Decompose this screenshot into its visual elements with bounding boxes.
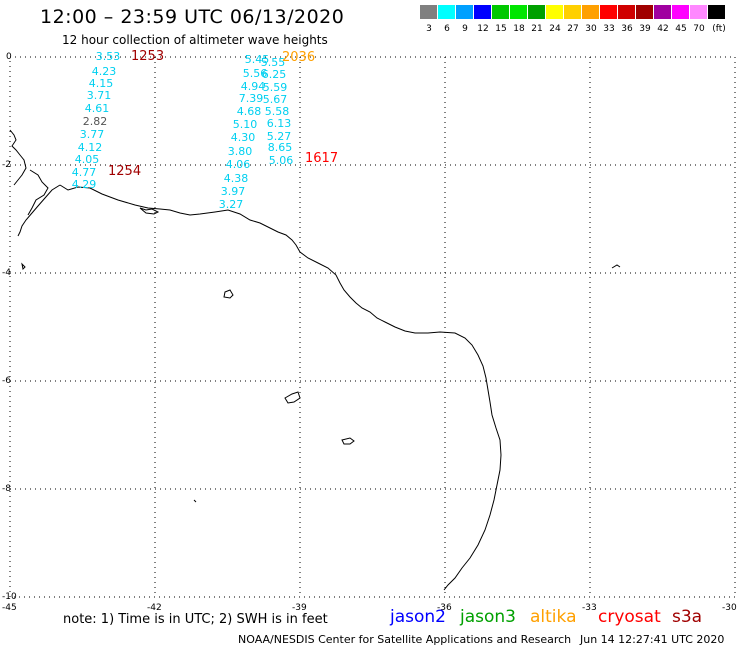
map-frame bbox=[9, 56, 736, 598]
wave-height-value: 4.38 bbox=[223, 172, 249, 185]
legend-swatch bbox=[618, 5, 635, 19]
legend-label: 6 bbox=[444, 24, 450, 34]
legend-swatch bbox=[510, 5, 527, 19]
wave-height-value: 5.55 bbox=[260, 56, 286, 69]
wave-height-value: 3.80 bbox=[227, 145, 253, 158]
generated-timestamp: Jun 14 12:27:41 UTC 2020 bbox=[580, 633, 725, 646]
legend-label: 36 bbox=[621, 24, 633, 34]
lon-label: -36 bbox=[437, 603, 452, 613]
wave-height-value: 4.30 bbox=[230, 131, 256, 144]
satellite-label: altika bbox=[530, 607, 577, 627]
wave-height-value: 8.65 bbox=[267, 141, 293, 154]
wave-height-value: 4.61 bbox=[84, 102, 110, 115]
lat-label: -8 bbox=[2, 484, 11, 494]
pass-time-label: 1617 bbox=[305, 151, 339, 166]
legend-label: 15 bbox=[495, 24, 507, 34]
wave-height-value: 5.06 bbox=[268, 154, 294, 167]
map-title: 12:00 – 23:59 UTC 06/13/2020 bbox=[40, 6, 345, 28]
lon-gridlines bbox=[154, 57, 591, 597]
legend-swatch bbox=[600, 5, 617, 19]
wave-height-value: 6.13 bbox=[266, 117, 292, 130]
satellite-label: jason2 bbox=[390, 607, 446, 627]
legend-swatch bbox=[546, 5, 563, 19]
legend-swatch bbox=[474, 5, 491, 19]
lon-label: -30 bbox=[722, 603, 737, 613]
wave-height-value: 4.06 bbox=[225, 158, 251, 171]
wave-height-value: 5.59 bbox=[262, 81, 288, 94]
lat-label: -10 bbox=[2, 592, 17, 602]
legend-label: 42 bbox=[657, 24, 669, 34]
legend-swatch bbox=[672, 5, 689, 19]
legend-label: 30 bbox=[585, 24, 597, 34]
lon-label: -33 bbox=[582, 603, 597, 613]
coastline bbox=[9, 129, 621, 591]
legend-label: 45 bbox=[675, 24, 687, 34]
legend-label: 70 bbox=[693, 24, 705, 34]
wave-height-value: 3.27 bbox=[218, 198, 244, 211]
wave-height-value: 3.77 bbox=[79, 128, 105, 141]
lat-label: -4 bbox=[2, 268, 11, 278]
legend-label: 12 bbox=[477, 24, 489, 34]
footnote: note: 1) Time is in UTC; 2) SWH is in fe… bbox=[63, 612, 328, 627]
legend-label: 3 bbox=[426, 24, 432, 34]
lat-label: 0 bbox=[6, 52, 12, 62]
wave-height-value: 4.23 bbox=[91, 65, 117, 78]
satellite-label: cryosat bbox=[598, 607, 661, 627]
legend-swatch bbox=[582, 5, 599, 19]
legend-label: 27 bbox=[567, 24, 579, 34]
wave-height-value: 5.56 bbox=[242, 67, 268, 80]
legend-swatch bbox=[528, 5, 545, 19]
legend-swatch bbox=[420, 5, 437, 19]
wave-height-value: 4.94 bbox=[240, 80, 266, 93]
wave-height-value: 4.77 bbox=[71, 166, 97, 179]
legend-swatch bbox=[492, 5, 509, 19]
lat-label: -6 bbox=[2, 376, 11, 386]
wave-height-value: 4.05 bbox=[74, 153, 100, 166]
legend-swatch bbox=[690, 5, 707, 19]
wave-height-value: 7.39 bbox=[238, 92, 264, 105]
wave-height-value: 5.45 bbox=[244, 53, 270, 66]
legend-label: 39 bbox=[639, 24, 651, 34]
legend-label: 21 bbox=[531, 24, 543, 34]
pass-time-label: 1253 bbox=[131, 49, 165, 64]
legend-swatch bbox=[438, 5, 455, 19]
wave-height-value: 3.53 bbox=[95, 50, 121, 63]
legend-swatch bbox=[654, 5, 671, 19]
legend-label: 33 bbox=[603, 24, 615, 34]
legend-swatch bbox=[636, 5, 653, 19]
lat-gridlines bbox=[10, 56, 735, 490]
wave-height-value: 4.29 bbox=[71, 178, 97, 191]
wave-height-value: 3.71 bbox=[86, 89, 112, 102]
wave-height-value: 6.25 bbox=[261, 68, 287, 81]
lon-label: -39 bbox=[292, 603, 307, 613]
legend-swatch bbox=[708, 5, 725, 19]
wave-height-value: 4.68 bbox=[236, 105, 262, 118]
wave-height-value: 4.12 bbox=[77, 141, 103, 154]
pass-time-label: 2036 bbox=[282, 50, 316, 65]
satellite-label: s3a bbox=[672, 607, 703, 627]
legend-swatch bbox=[564, 5, 581, 19]
legend-label: 18 bbox=[513, 24, 525, 34]
map-subtitle: 12 hour collection of altimeter wave hei… bbox=[62, 33, 328, 47]
lat-label: -2 bbox=[2, 160, 11, 170]
wave-height-value: 5.10 bbox=[232, 118, 258, 131]
legend-swatch bbox=[456, 5, 473, 19]
legend-label: (ft) bbox=[712, 24, 726, 34]
legend-label: 24 bbox=[549, 24, 561, 34]
wave-height-value: 5.27 bbox=[266, 130, 292, 143]
wave-height-value: 5.58 bbox=[264, 105, 290, 118]
wave-height-value: 4.15 bbox=[88, 77, 114, 90]
satellite-label: jason3 bbox=[460, 607, 516, 627]
wave-height-value: 5.67 bbox=[262, 93, 288, 106]
wave-height-value: 3.97 bbox=[220, 185, 246, 198]
lon-label: -45 bbox=[2, 603, 17, 613]
legend-label: 9 bbox=[462, 24, 468, 34]
lon-label: -42 bbox=[147, 603, 162, 613]
wave-height-value: 2.82 bbox=[82, 115, 108, 128]
credit-line: NOAA/NESDIS Center for Satellite Applica… bbox=[238, 633, 572, 646]
pass-time-label: 1254 bbox=[108, 164, 142, 179]
